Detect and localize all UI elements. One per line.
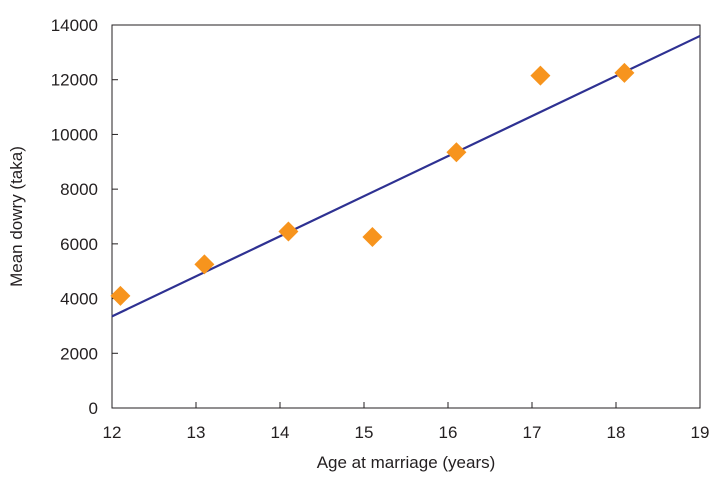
x-tick-label: 13 — [187, 423, 206, 442]
data-point-marker — [194, 254, 215, 275]
y-tick-label: 14000 — [51, 16, 98, 35]
data-point-marker — [614, 62, 635, 83]
axis-ticks: 12 13 14 15 16 17 18 19 0 2000 4000 6000 8000 10000 12… — [51, 16, 710, 442]
y-tick-label: 4000 — [60, 290, 98, 309]
y-tick-label: 2000 — [60, 344, 98, 363]
data-point-marker — [110, 285, 131, 306]
y-tick-label: 0 — [89, 399, 98, 418]
y-tick-label: 8000 — [60, 180, 98, 199]
plot-area — [111, 24, 701, 409]
x-tick-label: 16 — [439, 423, 458, 442]
series-layer — [110, 34, 701, 318]
x-tick-label: 14 — [271, 423, 290, 442]
x-tick-label: 19 — [691, 423, 710, 442]
x-axis-title: Age at marriage (years) — [317, 453, 496, 472]
plot-border — [111, 24, 701, 409]
x-tick-label: 12 — [103, 423, 122, 442]
trend-line — [111, 34, 701, 318]
y-tick-label: 10000 — [51, 125, 98, 144]
data-point-marker — [530, 65, 551, 86]
y-tick-label: 12000 — [51, 71, 98, 90]
x-tick-label: 18 — [607, 423, 626, 442]
data-point-marker — [362, 227, 383, 248]
y-axis-title: Mean dowry (taka) — [7, 146, 26, 287]
x-tick-label: 17 — [523, 423, 542, 442]
data-point-marker — [446, 142, 467, 163]
x-tick-label: 15 — [355, 423, 374, 442]
y-tick-label: 6000 — [60, 235, 98, 254]
data-point-marker — [278, 221, 299, 242]
